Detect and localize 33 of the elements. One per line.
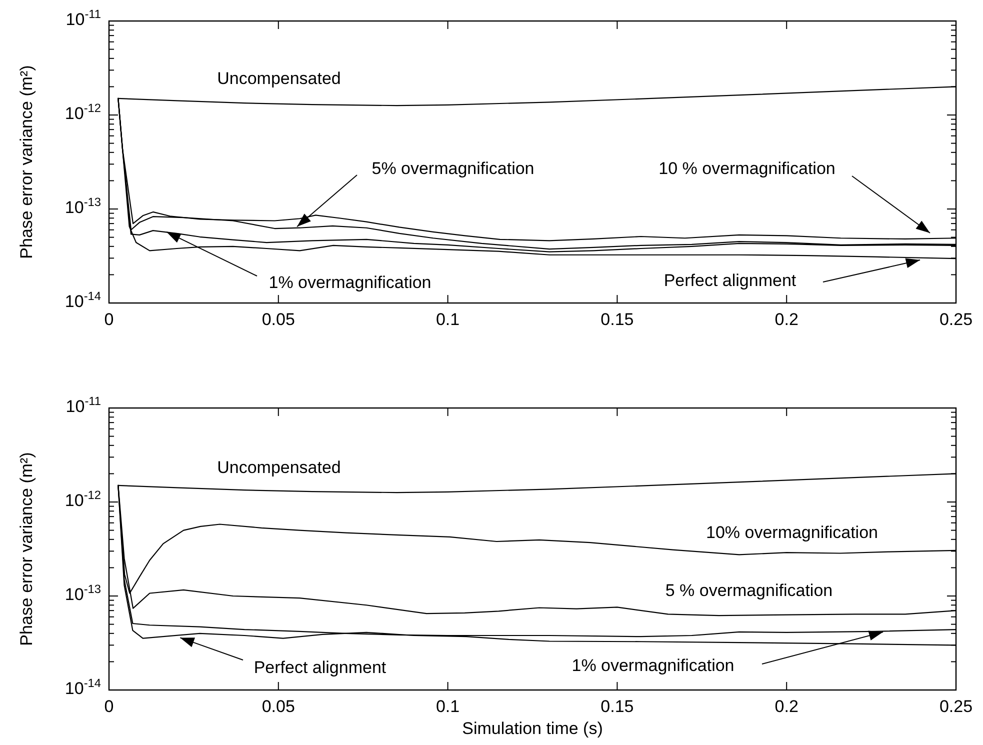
y-axis-title: Phase error variance (m²) <box>17 452 36 646</box>
y-tick-label: 10$^{-11}$ <box>66 7 102 29</box>
annotation: Perfect alignment <box>254 658 386 677</box>
x-tick-label: 0.25 <box>939 697 973 716</box>
annotation: 10 % overmagnification <box>658 159 836 178</box>
x-tick-label: 0.2 <box>774 697 798 716</box>
y-tick-label: 10$^{-13}$ <box>64 195 102 217</box>
y-tick-label: 10$^{-12}$ <box>64 488 102 510</box>
annotation: 1% overmagnification <box>572 656 734 675</box>
x-tick-label: 0 <box>104 310 114 329</box>
y-tick-label: 10$^{-14}$ <box>64 289 102 311</box>
y-tick-label: 10$^{-12}$ <box>64 101 102 123</box>
y-tick-label: 10$^{-13}$ <box>64 582 102 604</box>
series-label: Uncompensated <box>217 69 341 88</box>
y-tick-label: 10$^{-11}$ <box>66 394 102 416</box>
series-label: 5 % overmagnification <box>665 581 833 600</box>
annotation: Perfect alignment <box>664 271 796 290</box>
series-label: Uncompensated <box>217 458 341 477</box>
y-axis-title: Phase error variance (m²) <box>17 65 36 259</box>
x-tick-label: 0.2 <box>774 310 798 329</box>
x-tick-label: 0.05 <box>262 697 295 716</box>
x-tick-label: 0 <box>104 697 114 716</box>
series-label: 10% overmagnification <box>706 523 878 542</box>
x-axis-title: Simulation time (s) <box>462 719 603 738</box>
x-tick-label: 0.1 <box>436 310 460 329</box>
annotation: 5% overmagnification <box>372 159 534 178</box>
x-tick-label: 0.25 <box>939 310 973 329</box>
y-tick-label: 10$^{-14}$ <box>64 676 102 698</box>
x-tick-label: 0.05 <box>262 310 295 329</box>
annotation: 1% overmagnification <box>268 273 432 292</box>
x-tick-label: 0.15 <box>600 310 634 329</box>
x-tick-label: 0.15 <box>600 697 634 716</box>
x-tick-label: 0.1 <box>436 697 460 716</box>
